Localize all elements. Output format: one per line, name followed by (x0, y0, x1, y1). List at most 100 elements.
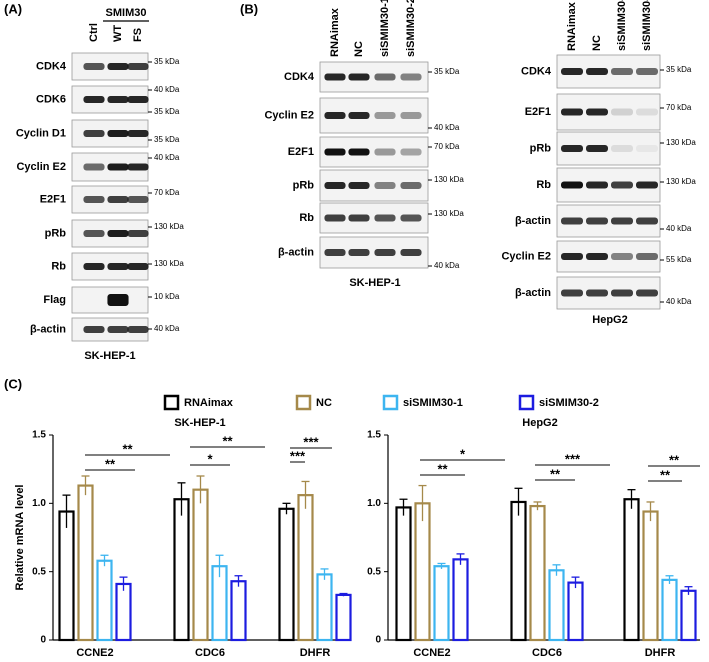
marker-label: 40 kDa (666, 224, 692, 233)
band (107, 230, 129, 237)
significance-label: ** (669, 452, 680, 467)
band (83, 326, 105, 333)
protein-label: β-actin (515, 287, 551, 299)
protein-label: E2F1 (288, 146, 314, 158)
protein-label: CDK6 (36, 93, 66, 105)
significance-label: *** (290, 448, 306, 463)
band (374, 214, 396, 222)
band (611, 181, 633, 189)
protein-label: Cyclin E2 (501, 250, 551, 262)
band (636, 253, 658, 260)
x-tick-label: DHFR (645, 647, 676, 659)
panel-label: (A) (4, 1, 22, 16)
bar (230, 580, 247, 642)
band (400, 148, 422, 156)
band (324, 214, 346, 222)
band (83, 163, 105, 171)
protein-label: pRb (45, 227, 67, 239)
band (586, 145, 608, 152)
band (636, 217, 658, 225)
bar (510, 500, 527, 642)
band (348, 73, 370, 81)
panel-label: (B) (240, 1, 258, 16)
x-tick-label: CCNE2 (413, 647, 450, 659)
lane-label: siSMIM30-2 (405, 0, 417, 57)
legend-label: RNAimax (184, 397, 234, 409)
band (107, 96, 129, 103)
significance-label: ** (222, 433, 233, 448)
marker-label: 55 kDa (666, 255, 692, 264)
bar (414, 502, 431, 642)
y-tick-label: 1.5 (367, 430, 381, 441)
band (374, 182, 396, 189)
cell-line: HepG2 (592, 314, 627, 326)
bar (567, 581, 584, 642)
bar (395, 506, 412, 642)
legend-swatch (518, 394, 535, 411)
band (586, 217, 608, 225)
bar (115, 582, 132, 642)
significance-label: ** (660, 467, 671, 482)
bar (642, 510, 659, 642)
lane-label: NC (591, 35, 603, 51)
lane-label: FS (132, 28, 144, 42)
marker-label: 70 kDa (154, 188, 180, 197)
band (374, 148, 396, 156)
bar (211, 565, 228, 642)
protein-label: β-actin (515, 215, 551, 227)
cell-line: SK-HEP-1 (84, 350, 135, 362)
band (400, 182, 422, 189)
bar (58, 510, 75, 642)
legend-label: siSMIM30-2 (539, 397, 599, 409)
bar (316, 573, 333, 642)
band (83, 263, 105, 270)
band (83, 196, 105, 203)
band (636, 181, 658, 189)
protein-label: Cyclin E2 (264, 109, 314, 121)
marker-label: 130 kDa (666, 138, 696, 147)
band (561, 68, 583, 75)
bar (623, 498, 640, 642)
band (561, 217, 583, 225)
marker-label: 70 kDa (666, 103, 692, 112)
protein-label: E2F1 (40, 193, 66, 205)
band (586, 68, 608, 75)
band (348, 249, 370, 256)
band (127, 130, 149, 137)
marker-label: 35 kDa (666, 65, 692, 74)
band (127, 96, 149, 103)
marker-label: 130 kDa (434, 209, 464, 218)
band (127, 326, 149, 333)
marker-label: 35 kDa (434, 67, 460, 76)
lane-label: NC (353, 41, 365, 57)
band (611, 253, 633, 260)
band (107, 130, 129, 137)
band (127, 163, 149, 171)
x-tick-label: CDC6 (195, 647, 225, 659)
band (611, 145, 633, 152)
bar (452, 558, 469, 642)
marker-label: 40 kDa (154, 324, 180, 333)
band (107, 326, 129, 333)
band (636, 145, 658, 152)
band (324, 249, 346, 256)
legend-swatch (295, 394, 312, 411)
marker-label: 35 kDa (154, 57, 180, 66)
marker-label: 40 kDa (434, 261, 460, 270)
band (561, 181, 583, 189)
bar (680, 589, 697, 642)
y-tick-label: 1.0 (367, 498, 381, 509)
marker-label: 40 kDa (666, 297, 692, 306)
band (348, 112, 370, 119)
protein-label: CDK4 (36, 60, 67, 72)
marker-label: 40 kDa (434, 123, 460, 132)
band (636, 68, 658, 75)
x-tick-label: CDC6 (532, 647, 562, 659)
band (586, 289, 608, 297)
band (400, 249, 422, 256)
bar (192, 488, 209, 642)
x-tick-label: CCNE2 (76, 647, 113, 659)
bar (335, 593, 352, 642)
protein-label: pRb (293, 179, 315, 191)
band (561, 145, 583, 152)
